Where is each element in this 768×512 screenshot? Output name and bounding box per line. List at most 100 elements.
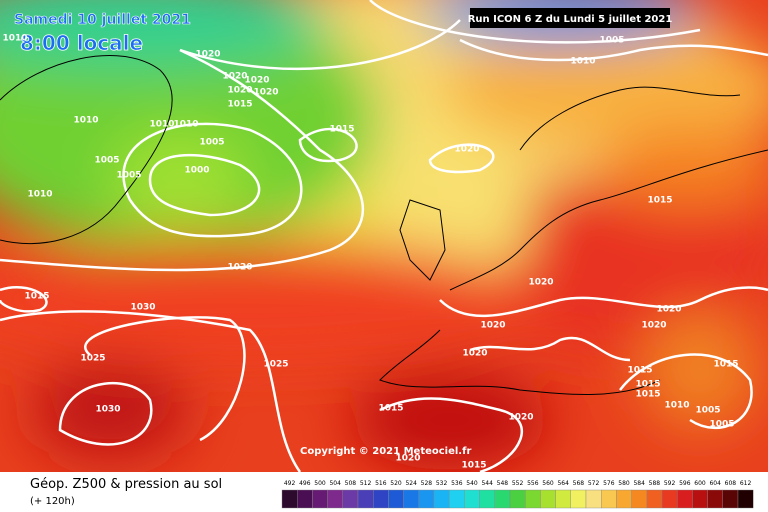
isobar-label: 1015 [627, 366, 652, 376]
isobar-label: 1010 [173, 120, 198, 130]
isobar-label: 1020 [227, 263, 252, 273]
scale-swatch [433, 489, 450, 509]
scale-swatch [342, 489, 359, 509]
forecast-time: 8:00 locale [20, 31, 143, 55]
scale-swatch [737, 489, 754, 509]
scale-swatch [373, 489, 389, 509]
scale-label: 508 [345, 480, 357, 487]
scale-label: 576 [603, 480, 615, 487]
isobar-label: 1015 [635, 380, 660, 390]
isobar-label: 1020 [508, 413, 533, 423]
scale-label: 528 [421, 480, 433, 487]
isobar-label: 1005 [94, 156, 119, 166]
scale-label: 568 [573, 480, 585, 487]
isobar-label: 1005 [709, 420, 734, 430]
scale-label: 612 [740, 480, 752, 487]
scale-label: 540 [466, 480, 478, 487]
isobar-label: 1015 [461, 461, 486, 471]
scale-swatch [525, 489, 541, 509]
isobar-label: 1020 [480, 321, 505, 331]
isobar-label: 1025 [263, 360, 288, 370]
scale-label: 600 [694, 480, 706, 487]
scale-label: 588 [649, 480, 661, 487]
scale-label: 536 [451, 480, 463, 487]
scale-label: 608 [725, 480, 737, 487]
scale-swatch [707, 489, 723, 509]
isobar-label: 1010 [664, 401, 689, 411]
isobar-label: 1020 [195, 50, 220, 60]
isobar-label: 1020 [253, 88, 278, 98]
scale-label: 492 [284, 480, 296, 487]
copyright: Copyright © 2021 Meteociel.fr [300, 446, 471, 457]
scale-swatch [601, 489, 617, 509]
isobar-label: 1020 [222, 72, 247, 82]
isobar-label: 1005 [199, 138, 224, 148]
scale-label: 524 [405, 480, 417, 487]
scale-swatch [631, 489, 647, 509]
scale-swatch [388, 489, 404, 509]
scale-label: 500 [314, 480, 326, 487]
isobar-label: 1005 [599, 36, 624, 46]
isobar-label: 1015 [227, 100, 252, 110]
scale-swatch [677, 489, 693, 509]
scale-swatch [494, 489, 511, 509]
isobar-label: 1015 [378, 404, 403, 414]
isobar-label: 1030 [130, 303, 155, 313]
scale-label: 596 [679, 480, 691, 487]
isobar-label: 1015 [647, 196, 672, 206]
isobar-label: 1000 [184, 166, 209, 176]
scale-label: 560 [542, 480, 554, 487]
scale-swatch [722, 489, 739, 509]
run-info: Run ICON 6 Z du Lundi 5 juillet 2021 [468, 14, 673, 25]
scale-swatch [509, 489, 526, 509]
isobar-label: 1020 [641, 321, 666, 331]
scale-label: 592 [664, 480, 676, 487]
header: Samedi 10 juillet 2021 8:00 locale Run I… [14, 8, 672, 55]
isobar-label: 1015 [713, 360, 738, 370]
scale-swatch [357, 489, 374, 509]
isobar-label: 1010 [73, 116, 98, 126]
scale-swatch [661, 489, 678, 509]
isobar-label: 1020 [656, 305, 681, 315]
isobar-label: 1005 [695, 406, 720, 416]
scale-label: 580 [618, 480, 630, 487]
footer-title: Géop. Z500 & pression au sol [30, 477, 222, 492]
forecast-date: Samedi 10 juillet 2021 [14, 12, 191, 28]
scale-label: 516 [375, 480, 387, 487]
scale-swatch [403, 489, 420, 509]
scale-swatch [312, 489, 328, 509]
isobar-label: 1020 [244, 76, 269, 86]
scale-swatch [449, 489, 465, 509]
footer-subtitle: (+ 120h) [30, 496, 75, 507]
scale-swatch [585, 489, 602, 509]
isobar-label: 1020 [462, 349, 487, 359]
isobar-label: 1010 [2, 34, 27, 44]
scale-swatch [297, 489, 313, 509]
isobar-lines [0, 0, 768, 472]
scale-label: 496 [299, 480, 311, 487]
scale-swatch [570, 489, 587, 509]
isobar-label: 1020 [395, 454, 420, 464]
scale-label: 512 [360, 480, 372, 487]
scale-label: 584 [633, 480, 645, 487]
geopotential-field [0, 0, 768, 472]
isobar-label: 1015 [635, 390, 660, 400]
isobar-label: 1020 [227, 86, 252, 96]
isobar-label: 1010 [27, 190, 52, 200]
run-box [470, 8, 670, 28]
scale-swatch [616, 489, 632, 509]
scale-swatch [555, 489, 571, 509]
scale-label: 504 [329, 480, 341, 487]
isobar-label: 1025 [80, 354, 105, 364]
scale-label: 564 [557, 480, 569, 487]
scale-swatch [479, 489, 496, 509]
isobar-label: 1010 [570, 57, 595, 67]
isobar-label: 1020 [454, 145, 479, 155]
isobar-label: 1020 [528, 278, 553, 288]
isobar-label: 1005 [116, 171, 141, 181]
scale-swatch [692, 489, 708, 509]
isobar-label: 1010 [149, 120, 174, 130]
color-scale: 492 496 500 504 508 512 516 520 524 528 532 536 540 5… [281, 480, 754, 509]
